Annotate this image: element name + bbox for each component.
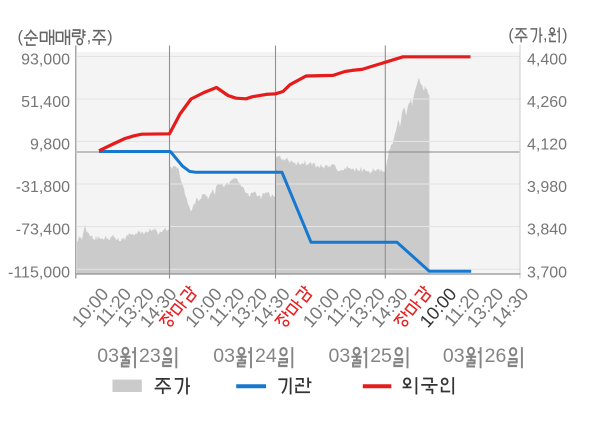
svg-text:(: ( bbox=[508, 26, 514, 44]
svg-text:03: 03 bbox=[443, 345, 465, 367]
svg-text:4,260: 4,260 bbox=[527, 94, 567, 111]
svg-text:24: 24 bbox=[255, 345, 277, 367]
svg-text:,: , bbox=[543, 26, 548, 44]
svg-text:-31,800: -31,800 bbox=[16, 179, 70, 196]
svg-text:26: 26 bbox=[485, 345, 507, 367]
svg-text:): ) bbox=[107, 28, 113, 46]
svg-text:9,800: 9,800 bbox=[30, 137, 70, 154]
svg-text:93,000: 93,000 bbox=[21, 52, 70, 69]
svg-text:3,980: 3,980 bbox=[527, 179, 567, 196]
svg-text:03: 03 bbox=[329, 345, 351, 367]
svg-text:03: 03 bbox=[97, 345, 119, 367]
svg-text:03: 03 bbox=[213, 345, 235, 367]
svg-text:25: 25 bbox=[370, 345, 392, 367]
svg-text:): ) bbox=[562, 26, 567, 44]
svg-text:3,700: 3,700 bbox=[527, 264, 567, 281]
svg-text:-73,400: -73,400 bbox=[16, 222, 70, 239]
svg-text:4,120: 4,120 bbox=[527, 137, 567, 154]
svg-text:4,400: 4,400 bbox=[527, 52, 567, 69]
svg-text:-115,000: -115,000 bbox=[8, 264, 70, 281]
svg-text:51,400: 51,400 bbox=[21, 94, 70, 111]
svg-text:(: ( bbox=[18, 28, 24, 46]
svg-text:23: 23 bbox=[139, 345, 161, 367]
svg-text:3,840: 3,840 bbox=[527, 222, 567, 239]
svg-text:,: , bbox=[87, 28, 92, 46]
